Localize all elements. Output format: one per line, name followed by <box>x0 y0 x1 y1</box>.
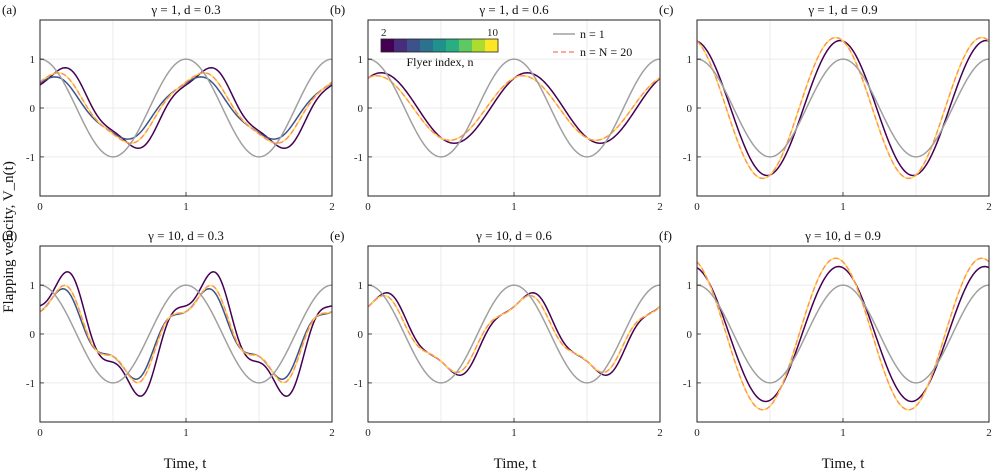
panel-letter: (e) <box>330 228 344 243</box>
x-tick-label: 1 <box>183 427 189 439</box>
series-line-n-1 <box>367 58 661 158</box>
y-tick-label: 1 <box>358 280 364 292</box>
x-tick-label: 2 <box>329 427 335 439</box>
colorbar-cell <box>459 39 473 52</box>
y-tick-label: 1 <box>687 280 693 292</box>
panel-letter: (b) <box>330 2 345 17</box>
panel-letter: (f) <box>659 228 672 243</box>
x-tick-label: 2 <box>329 201 335 213</box>
colorbar-cell <box>446 39 460 52</box>
series-line-n-n-20 <box>39 284 333 384</box>
y-tick-label: 0 <box>687 103 693 115</box>
panel-letter: (c) <box>659 2 673 17</box>
legend-label-nN: n = N = 20 <box>580 45 632 59</box>
colorbar-cell <box>433 39 447 52</box>
y-tick-label: 0 <box>687 329 693 341</box>
y-tick-label: 1 <box>687 54 693 66</box>
colorbar: 2 10 Flyer index, n <box>380 27 499 69</box>
y-tick-label: -1 <box>683 378 692 390</box>
y-tick-label: 0 <box>30 103 36 115</box>
y-tick-label: -1 <box>354 152 363 164</box>
series-line-n-n-20 <box>39 72 333 144</box>
panel-title: γ = 1, d = 0.6 <box>478 2 549 17</box>
x-tick-label: 0 <box>694 201 700 213</box>
y-tick-label: 1 <box>358 54 364 66</box>
series-line-n-1 <box>39 284 333 384</box>
y-axis-label: Flapping velocity, V_n(t) <box>1 161 17 313</box>
x-tick-label: 1 <box>511 427 517 439</box>
y-tick-label: -1 <box>354 378 363 390</box>
y-tick-label: -1 <box>26 378 35 390</box>
y-tick-label: -1 <box>26 152 35 164</box>
series-line-n-2 <box>39 271 333 397</box>
colorbar-max-label: 10 <box>487 27 499 39</box>
legend: n = 1 n = N = 20 <box>553 27 632 59</box>
x-tick-label: 1 <box>183 201 189 213</box>
y-tick-label: 0 <box>358 103 364 115</box>
x-tick-label: 2 <box>657 201 663 213</box>
panel-letter: (d) <box>2 228 17 243</box>
colorbar-cell <box>485 39 499 52</box>
panel-title: γ = 10, d = 0.3 <box>147 228 224 243</box>
x-tick-label: 1 <box>840 427 846 439</box>
y-tick-label: -1 <box>683 152 692 164</box>
series-line-n-2 <box>696 265 990 403</box>
panel-letter: (a) <box>2 2 16 17</box>
panel-title: γ = 1, d = 0.3 <box>150 2 220 17</box>
x-tick-label: 0 <box>37 201 43 213</box>
colorbar-cell <box>472 39 486 52</box>
y-tick-label: 0 <box>30 329 36 341</box>
series-line-n-2 <box>39 66 333 150</box>
panel-e: 0 1 2 -1 0 1 γ = 10, d = 0.6 (e) <box>330 228 663 439</box>
panel-c: 0 1 2 -1 0 1 γ = 1, d = 0.9 (c) <box>659 2 992 213</box>
colorbar-min-label: 2 <box>381 27 387 39</box>
panel-title: γ = 10, d = 0.9 <box>804 228 881 243</box>
panel-a: 0 1 2 -1 0 1 γ = 1, d = 0.3 (a) <box>2 2 335 213</box>
series-line-n-1 <box>696 58 990 158</box>
colorbar-cell <box>407 39 421 52</box>
colorbar-gradient <box>381 39 499 52</box>
series-line-n-1 <box>367 284 661 384</box>
colorbar-cell <box>381 39 395 52</box>
y-tick-label: 1 <box>30 280 36 292</box>
y-tick-label: 1 <box>30 54 36 66</box>
series-line-n-1 <box>39 58 333 158</box>
x-tick-label: 0 <box>37 427 43 439</box>
x-tick-label: 1 <box>511 201 517 213</box>
panel-d: 0 1 2 -1 0 1 γ = 10, d = 0.3 (d) <box>2 228 335 439</box>
x-axis-label-col3: Time, t <box>822 456 866 472</box>
x-tick-label: 2 <box>986 201 992 213</box>
x-tick-label: 2 <box>986 427 992 439</box>
panel-title: γ = 1, d = 0.9 <box>807 2 877 17</box>
x-tick-label: 2 <box>657 427 663 439</box>
colorbar-cell <box>394 39 408 52</box>
x-tick-label: 0 <box>694 427 700 439</box>
panels-group: 0 1 2 -1 0 1 γ = 1, d = 0.3 (a) 0 1 2 -1 0 1 γ = 1, d … <box>2 2 992 439</box>
panel-f: 0 1 2 -1 0 1 γ = 10, d = 0.9 (f) <box>659 228 992 439</box>
x-tick-label: 1 <box>840 201 846 213</box>
x-tick-label: 0 <box>365 201 371 213</box>
panel-title: γ = 10, d = 0.6 <box>475 228 552 243</box>
colorbar-cell <box>420 39 434 52</box>
x-axis-label-col2: Time, t <box>494 456 538 472</box>
y-tick-label: 0 <box>358 329 364 341</box>
series-line-n-1 <box>696 284 990 384</box>
series-line-n-n-20 <box>696 257 990 411</box>
x-axis-label-col1: Time, t <box>164 456 208 472</box>
series-line-n-n-20 <box>367 294 661 374</box>
colorbar-title: Flyer index, n <box>407 55 474 69</box>
legend-label-n1: n = 1 <box>580 27 605 41</box>
colorbar-frame <box>380 38 499 53</box>
x-tick-label: 0 <box>365 427 371 439</box>
series-line-n-n-20 <box>696 36 990 180</box>
